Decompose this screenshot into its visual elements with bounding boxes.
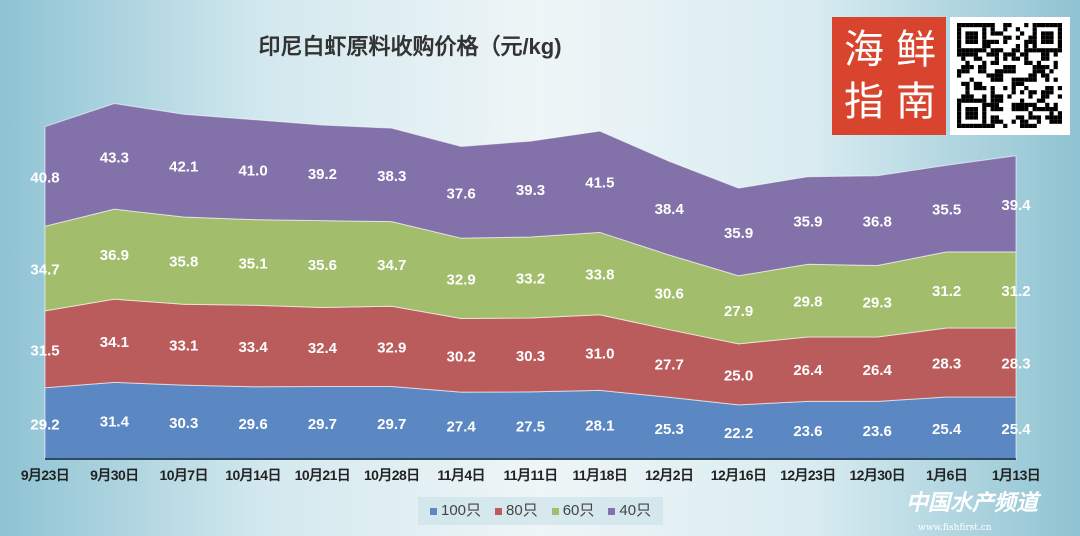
data-label: 25.4 (932, 421, 962, 438)
data-label: 30.3 (516, 348, 545, 365)
data-label: 28.1 (585, 418, 614, 435)
data-label: 43.3 (100, 149, 129, 166)
data-label: 27.7 (655, 356, 684, 373)
data-label: 29.3 (863, 294, 892, 311)
data-label: 29.7 (377, 416, 406, 433)
data-label: 35.1 (238, 255, 267, 272)
x-tick-label: 9月23日 (21, 467, 69, 483)
legend-item-80: 80只 (495, 502, 538, 520)
legend-swatch (551, 507, 559, 515)
data-label: 23.6 (793, 423, 822, 440)
data-label: 27.5 (516, 418, 545, 435)
data-label: 36.8 (863, 214, 892, 231)
data-label: 38.3 (377, 168, 406, 185)
data-label: 32.9 (377, 339, 406, 356)
x-tick-label: 12月16日 (711, 467, 767, 483)
data-label: 31.5 (30, 342, 59, 359)
x-tick-label: 11月18日 (572, 467, 627, 483)
data-label: 39.2 (308, 166, 337, 183)
data-label: 35.8 (169, 254, 198, 271)
legend-item-40: 40只 (608, 502, 651, 520)
x-tick-label: 12月2日 (645, 467, 693, 483)
data-label: 30.6 (655, 285, 684, 302)
data-label: 40.8 (30, 169, 59, 186)
data-label: 39.3 (516, 182, 545, 199)
data-label: 33.4 (238, 339, 268, 356)
data-label: 26.4 (793, 362, 823, 379)
data-label: 22.2 (724, 425, 753, 442)
data-label: 29.6 (238, 416, 267, 433)
data-label: 39.4 (1001, 197, 1031, 214)
data-label: 31.2 (932, 283, 961, 300)
x-tick-label: 11月4日 (437, 467, 485, 483)
data-label: 32.9 (447, 271, 476, 288)
data-label: 34.7 (30, 262, 59, 279)
data-label: 32.4 (308, 340, 338, 357)
data-label: 31.0 (585, 346, 614, 363)
brand-logo: 海鲜 指南 (832, 17, 946, 135)
data-label: 34.1 (100, 334, 129, 351)
data-label: 36.9 (100, 247, 129, 264)
data-label: 28.3 (932, 355, 961, 372)
x-tick-label: 10月7日 (160, 467, 208, 483)
chart-title: 印尼白虾原料收购价格（元/kg) (258, 34, 562, 59)
data-label: 29.8 (793, 294, 822, 311)
data-label: 33.2 (516, 270, 545, 287)
watermark-url: www.fishfirst.cn (918, 523, 992, 533)
x-tick-label: 10月14日 (225, 467, 281, 483)
data-label: 35.5 (932, 202, 961, 219)
legend-item-60: 60只 (551, 502, 594, 520)
data-label: 41.0 (238, 163, 267, 180)
data-label: 25.0 (724, 367, 753, 384)
data-label: 25.4 (1001, 421, 1031, 438)
data-label: 29.7 (308, 416, 337, 433)
data-label: 34.7 (377, 257, 406, 274)
data-label: 31.4 (100, 414, 130, 431)
data-label: 41.5 (585, 175, 614, 192)
x-tick-label: 11月11日 (504, 467, 558, 483)
x-tick-label: 12月30日 (850, 467, 906, 483)
chart-legend: 100只 80只 60只 40只 (418, 497, 664, 525)
legend-item-100: 100只 (430, 502, 481, 520)
area-series-3 (44, 102, 1017, 277)
legend-swatch (608, 507, 616, 515)
x-tick-label: 10月21日 (295, 467, 351, 483)
data-label: 35.9 (793, 213, 822, 230)
data-label: 30.3 (169, 415, 198, 432)
data-label: 35.6 (308, 257, 337, 274)
x-tick-label: 1月13日 (992, 467, 1040, 483)
watermark: 中国水产频道 (906, 490, 1039, 515)
data-label: 42.1 (169, 159, 198, 176)
x-tick-label: 1月6日 (926, 467, 967, 483)
x-tick-label: 9月30日 (90, 467, 138, 483)
data-label: 29.2 (30, 416, 59, 433)
data-label: 33.1 (169, 338, 198, 355)
data-label: 25.3 (655, 421, 684, 438)
x-tick-label: 12月23日 (780, 467, 836, 483)
data-label: 27.9 (724, 303, 753, 320)
x-tick-label: 10月28日 (364, 467, 420, 483)
data-label: 35.9 (724, 225, 753, 242)
data-label: 37.6 (447, 185, 476, 202)
data-label: 30.2 (447, 348, 476, 365)
data-label: 33.8 (585, 267, 614, 284)
qr-code (950, 17, 1070, 135)
data-label: 31.2 (1001, 283, 1030, 300)
data-label: 26.4 (863, 362, 893, 379)
data-label: 28.3 (1001, 355, 1030, 372)
data-label: 38.4 (655, 201, 685, 218)
data-label: 23.6 (863, 423, 892, 440)
legend-swatch (495, 507, 503, 515)
legend-swatch (430, 507, 437, 515)
data-label: 27.4 (447, 419, 477, 436)
